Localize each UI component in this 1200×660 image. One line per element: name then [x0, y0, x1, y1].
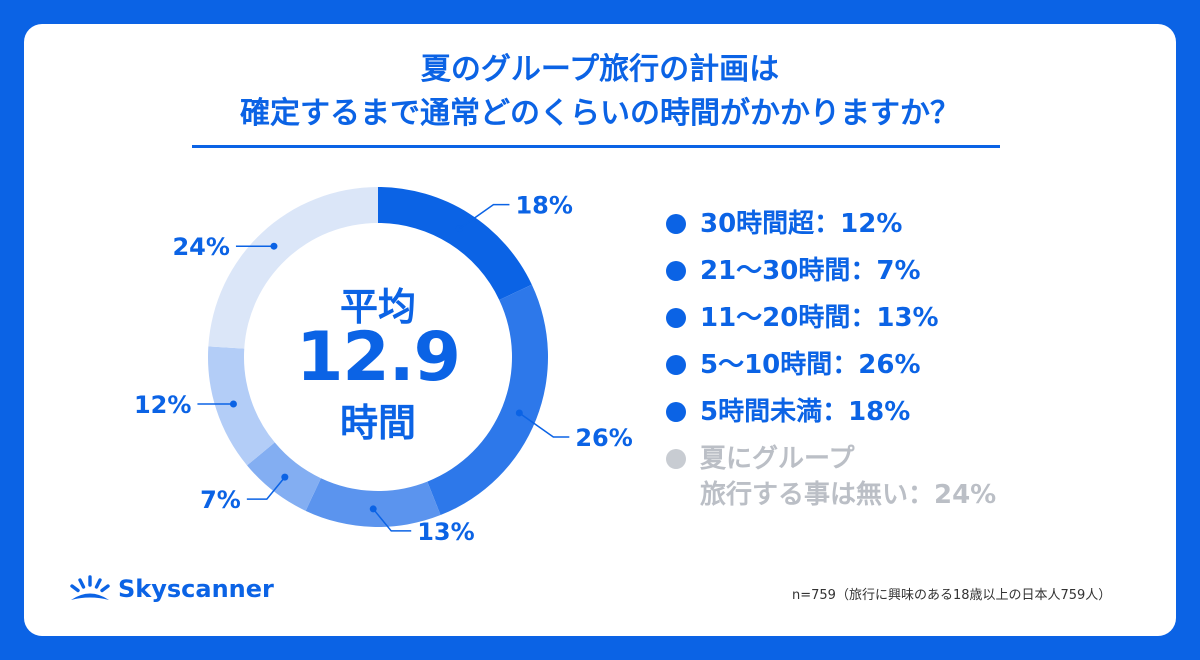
legend-item-over-30h: 30時間超：12% [666, 206, 996, 253]
legend-label: 5〜10時間：26% [700, 350, 921, 380]
legend-item-11-20h: 11〜20時間：13% [666, 300, 996, 347]
donut-slice [208, 187, 378, 349]
slice-value-label: 18% [515, 192, 572, 220]
legend-label: 30時間超：12% [700, 209, 903, 239]
average-value: 12.9 [296, 318, 461, 397]
title-line-1: 夏のグループ旅行の計画は [420, 52, 780, 87]
legend-item-5-10h: 5〜10時間：26% [666, 347, 996, 394]
sample-footnote: n=759（旅行に興味のある18歳以上の日本人759人） [792, 588, 1112, 603]
title-line-2: 確定するまで通常どのくらいの時間がかかりますか？ [240, 96, 960, 131]
legend-item-21-30h: 21〜30時間：7% [666, 253, 996, 300]
title-underline [192, 145, 1000, 148]
slice-value-label: 12% [134, 391, 191, 419]
donut-slice [305, 478, 441, 527]
slice-value-label: 24% [172, 233, 229, 261]
legend-item-no-group-trip: 夏にグループ 旅行する事は無い：24% [666, 441, 996, 513]
slice-value-label: 13% [417, 518, 474, 546]
leader-line [246, 476, 286, 500]
donut-slice [378, 187, 532, 300]
legend-label: 夏にグループ 旅行する事は無い：24% [700, 444, 997, 510]
legend-dot-icon [666, 261, 686, 281]
slice-value-label: 7% [200, 486, 241, 514]
legend-dot-icon [666, 308, 686, 328]
legend: 30時間超：12% 21〜30時間：7% 11〜20時間：13% 5〜10時間：… [666, 206, 996, 513]
average-label: 平均 [339, 285, 416, 329]
leader-line [372, 508, 412, 532]
legend-label: 11〜20時間：13% [700, 303, 939, 333]
legend-dot-icon [666, 214, 686, 234]
average-unit: 時間 [339, 401, 416, 445]
leader-line [459, 203, 510, 230]
skyscanner-logo: Skyscanner [68, 574, 274, 604]
brand-name: Skyscanner [118, 575, 274, 603]
chart-title: 夏のグループ旅行の計画は 確定するまで通常どのくらいの時間がかかりますか？ [0, 48, 1200, 136]
donut-slice [427, 284, 548, 516]
sunrise-logo-icon [70, 575, 110, 600]
slice-value-label: 26% [575, 424, 632, 452]
leader-line [518, 412, 570, 438]
legend-dot-icon [666, 402, 686, 422]
legend-label: 5時間未満：18% [700, 397, 911, 427]
legend-dot-icon [666, 449, 686, 469]
donut-slice [208, 346, 275, 466]
legend-label: 21〜30時間：7% [700, 256, 921, 286]
legend-item-under-5h: 5時間未満：18% [666, 394, 996, 441]
legend-dot-icon [666, 355, 686, 375]
